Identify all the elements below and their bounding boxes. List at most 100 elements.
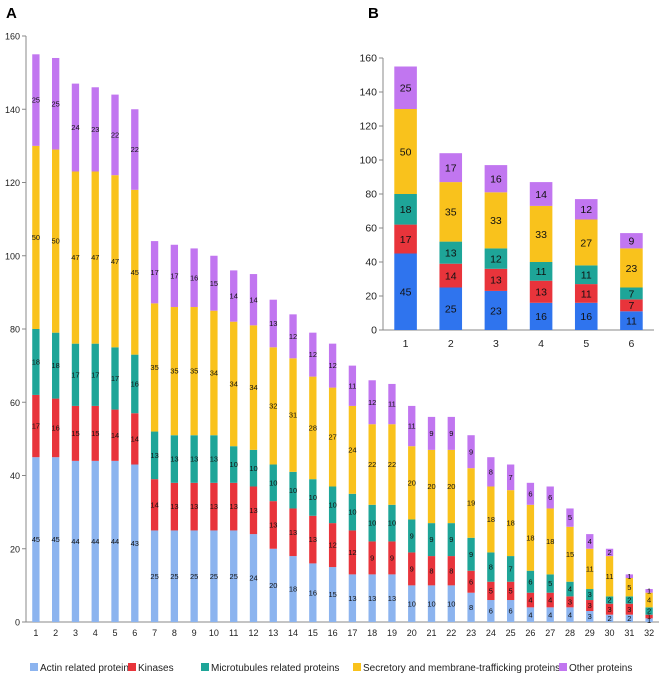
bar-segment — [111, 94, 119, 176]
bar-segment — [210, 482, 218, 531]
bar-segment — [506, 600, 515, 622]
bar-segment — [309, 563, 317, 622]
bar-segment — [574, 284, 598, 303]
bar-segment — [546, 607, 554, 622]
bar-segment — [150, 530, 159, 622]
x-tick-label: 12 — [248, 628, 258, 638]
data-label: 5 — [627, 583, 631, 592]
chart-b: 0204060801001201401604517185025125141335… — [359, 53, 654, 350]
bar-segment — [269, 347, 277, 465]
bar-segment — [230, 530, 238, 622]
data-label: 14 — [150, 500, 158, 509]
data-label: 20 — [427, 482, 435, 491]
bar-segment — [625, 574, 633, 579]
bar-segment — [447, 416, 455, 450]
x-tick-label: 5 — [583, 338, 589, 350]
bar-segment — [348, 405, 357, 494]
data-label: 17 — [32, 422, 40, 431]
data-label: 18 — [506, 519, 514, 528]
bar-segment — [190, 307, 198, 436]
data-label: 10 — [427, 599, 435, 608]
data-label: 13 — [535, 287, 547, 299]
data-label: 35 — [190, 367, 198, 376]
bar-segment — [487, 552, 495, 582]
bar-segment — [645, 607, 653, 615]
bar-segment — [249, 486, 258, 535]
bar-segment — [625, 603, 633, 615]
data-label: 43 — [131, 539, 139, 548]
data-label: 2 — [627, 596, 631, 605]
data-label: 20 — [447, 482, 455, 491]
bar-segment — [111, 347, 119, 410]
data-label: 4 — [647, 596, 651, 605]
data-label: 25 — [400, 83, 412, 95]
data-label: 2 — [647, 607, 651, 616]
bar-segment — [574, 265, 598, 285]
data-label: 9 — [469, 550, 473, 559]
data-label: 13 — [269, 521, 277, 530]
x-tick-label: 31 — [624, 628, 634, 638]
data-label: 31 — [289, 411, 297, 420]
bar-segment — [394, 194, 417, 225]
bar-segment — [388, 574, 396, 622]
bar-segment — [388, 424, 396, 505]
bar-segment — [210, 530, 218, 622]
bar-segment — [447, 585, 455, 622]
y-tick-label: 40 — [10, 471, 20, 481]
bar-segment — [586, 600, 594, 612]
data-label: 44 — [91, 537, 99, 546]
data-label: 9 — [429, 535, 433, 544]
data-label: 45 — [52, 535, 60, 544]
data-label: 8 — [489, 563, 493, 572]
data-label: 3 — [588, 601, 592, 610]
data-label: 33 — [535, 229, 547, 241]
data-label: 13 — [368, 594, 376, 603]
legend-label: Microtubules related proteins — [211, 663, 339, 674]
legend: Actin related proteins Kinases Microtubule… — [30, 663, 632, 674]
bar-segment — [111, 460, 119, 622]
data-label: 3 — [588, 590, 592, 599]
bar-segment — [645, 614, 653, 619]
bar-segment — [620, 299, 643, 312]
bar-segment — [210, 310, 218, 436]
data-label: 13 — [210, 455, 218, 464]
legend-label: Kinases — [138, 663, 174, 674]
data-label: 25 — [170, 572, 178, 581]
data-label: 25 — [230, 572, 238, 581]
data-label: 2 — [627, 614, 631, 623]
bar-segment — [289, 556, 297, 622]
x-tick-label: 32 — [644, 628, 654, 638]
data-label: 6 — [469, 577, 473, 586]
data-label: 33 — [490, 215, 502, 227]
data-label: 17 — [150, 268, 158, 277]
bar-segment — [447, 449, 455, 524]
bar-segment — [269, 464, 277, 502]
legend-swatch — [559, 663, 567, 671]
data-label: 15 — [210, 279, 218, 288]
data-label: 16 — [131, 380, 139, 389]
data-label: 13 — [490, 275, 502, 287]
data-label: 11 — [581, 288, 592, 300]
bar-segment — [52, 149, 60, 333]
data-label: 9 — [628, 236, 634, 248]
bar-segment — [309, 515, 317, 564]
x-tick-label: 6 — [628, 338, 634, 350]
data-label: 35 — [445, 207, 457, 219]
panel-b-label: B — [368, 5, 379, 22]
bar-segment — [546, 574, 554, 593]
data-label: 25 — [32, 96, 40, 105]
bar-segment — [368, 574, 376, 622]
data-label: 24 — [71, 123, 79, 132]
bar-segment — [230, 446, 238, 483]
bar-segment — [526, 592, 535, 608]
data-label: 5 — [509, 586, 513, 595]
bar-segment — [526, 607, 535, 622]
data-label: 9 — [449, 535, 453, 544]
bar-segment — [620, 311, 643, 330]
bar-segment — [645, 589, 653, 593]
data-label: 18 — [32, 358, 40, 367]
y-tick-label: 80 — [10, 325, 20, 335]
y-tick-label: 20 — [10, 544, 20, 554]
bar-segment — [546, 486, 554, 509]
x-tick-label: 14 — [288, 628, 298, 638]
